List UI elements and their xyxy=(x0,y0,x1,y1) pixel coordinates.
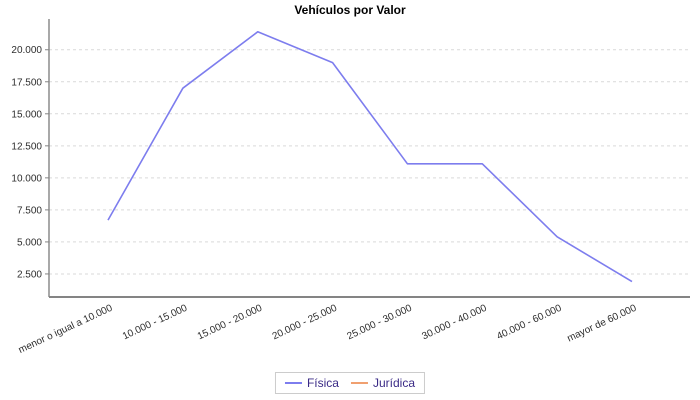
x-category-label: 40.000 - 60.000 xyxy=(495,303,564,343)
x-category-label: 30.000 - 40.000 xyxy=(420,303,489,343)
y-tick-label: 17.500 xyxy=(11,77,42,88)
legend-swatch-física xyxy=(284,382,302,384)
x-category-label: 25.000 - 30.000 xyxy=(346,303,415,343)
y-tick-label: 15.000 xyxy=(11,109,42,120)
y-tick-label: 10.000 xyxy=(11,173,42,184)
legend-entry-jurídica: Jurídica xyxy=(350,376,416,390)
plot-area: 2.500 5.000 7.500 10.000 12.500 15.000 17.500 2… xyxy=(11,19,690,356)
legend-label-física: Física xyxy=(306,376,339,390)
x-category-label: mayor de 60.000 xyxy=(566,303,639,345)
y-tick-label: 12.500 xyxy=(11,141,42,152)
legend-label-jurídica: Jurídica xyxy=(372,376,416,390)
x-category-label: 20.000 - 25.000 xyxy=(271,303,340,343)
y-tick-label: 5.000 xyxy=(17,237,42,248)
y-tick-label: 2.500 xyxy=(17,269,42,280)
chart-title: Vehículos por Valor xyxy=(294,3,406,17)
legend-swatch-jurídica xyxy=(350,382,368,384)
x-category-label: menor o igual a 10.000 xyxy=(17,303,115,356)
y-tick-label: 7.500 xyxy=(17,205,42,216)
x-category-label: 10.000 - 15.000 xyxy=(121,303,190,343)
y-tick-label: 20.000 xyxy=(11,45,42,56)
series-line-física xyxy=(107,30,633,283)
x-category-label: 15.000 - 20.000 xyxy=(196,303,265,343)
legend: Física Jurídica xyxy=(274,372,426,394)
legend-entry-física: Física xyxy=(284,376,339,390)
